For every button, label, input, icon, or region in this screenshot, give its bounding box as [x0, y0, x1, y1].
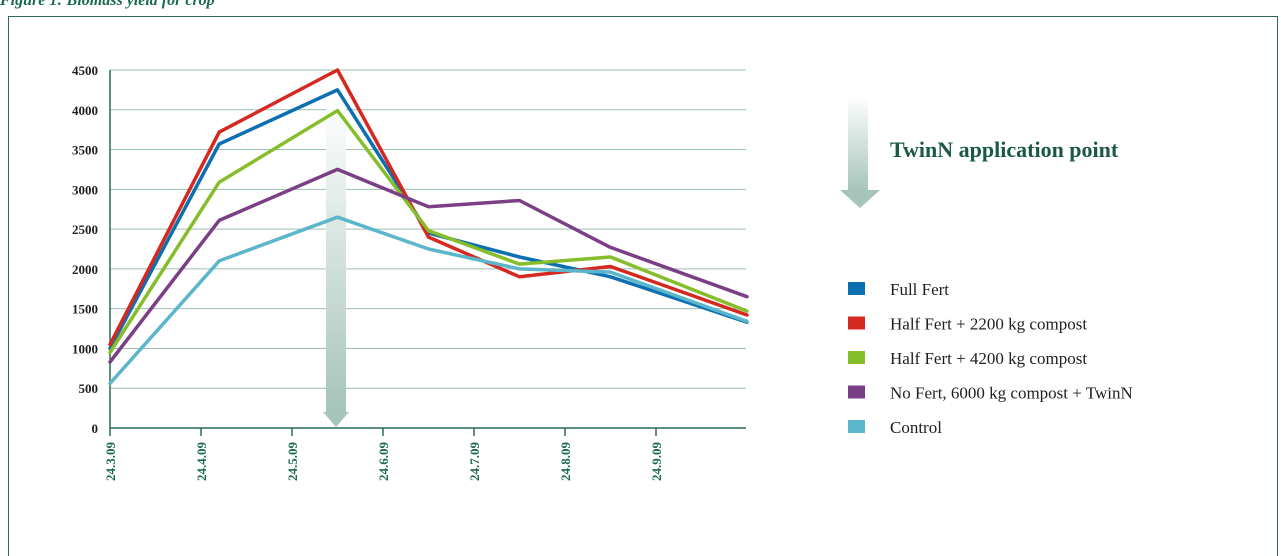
y-tick-label: 0 — [92, 421, 99, 436]
y-tick-label: 3500 — [72, 143, 98, 158]
legend-label: No Fert, 6000 kg compost + TwinN — [890, 384, 1133, 403]
series-line-3 — [108, 167, 749, 364]
y-tick-label: 500 — [79, 381, 99, 396]
x-tick-label: 24.6.09 — [376, 442, 391, 482]
y-tick-label: 2500 — [72, 222, 98, 237]
legend-label: Control — [890, 418, 942, 437]
series-line-4 — [108, 215, 749, 386]
legend-swatch — [848, 282, 865, 295]
legend-label: Half Fert + 2200 kg compost — [890, 315, 1087, 334]
y-tick-label: 2000 — [72, 262, 98, 277]
x-tick-label: 24.7.09 — [467, 442, 482, 482]
biomass-chart: 0 500 1000 1500 2000 2500 3000 3500 4000 4500 24.… — [72, 63, 1133, 482]
series-line-1 — [108, 68, 749, 347]
annotation-arrow-head — [840, 190, 880, 208]
legend-swatch — [848, 385, 865, 399]
legend-label: Half Fert + 4200 kg compost — [890, 349, 1087, 368]
annotation-text: TwinN application point — [890, 137, 1119, 162]
x-tick-label: 24.8.09 — [558, 442, 573, 482]
chart-frame — [8, 16, 1278, 556]
series-line-0 — [108, 88, 749, 351]
annotation-arrow-shaft — [848, 95, 868, 192]
application-marker-arrow — [323, 100, 349, 427]
legend-label: Full Fert — [890, 280, 949, 299]
legend: Full Fert Half Fert + 2200 kg compost Half… — [848, 280, 1133, 437]
series-line-2 — [108, 108, 749, 355]
x-tick-label: 24.3.09 — [103, 442, 118, 482]
legend-swatch — [848, 351, 865, 364]
y-tick-label: 1500 — [72, 302, 98, 317]
y-tick-label: 1000 — [72, 341, 98, 356]
x-tick-label: 24.4.09 — [194, 442, 209, 482]
y-tick-label: 4500 — [72, 63, 98, 78]
x-tick-label: 24.5.09 — [285, 442, 300, 482]
x-tick-label: 24.9.09 — [649, 442, 664, 482]
legend-swatch — [848, 316, 865, 330]
y-tick-label: 3000 — [72, 182, 98, 197]
page-heading: Figure 1: Biomass yield for crop — [0, 0, 215, 9]
y-tick-label: 4000 — [72, 103, 98, 118]
annotation-arrow-group: TwinN application point — [840, 95, 1119, 208]
legend-swatch — [848, 420, 865, 433]
